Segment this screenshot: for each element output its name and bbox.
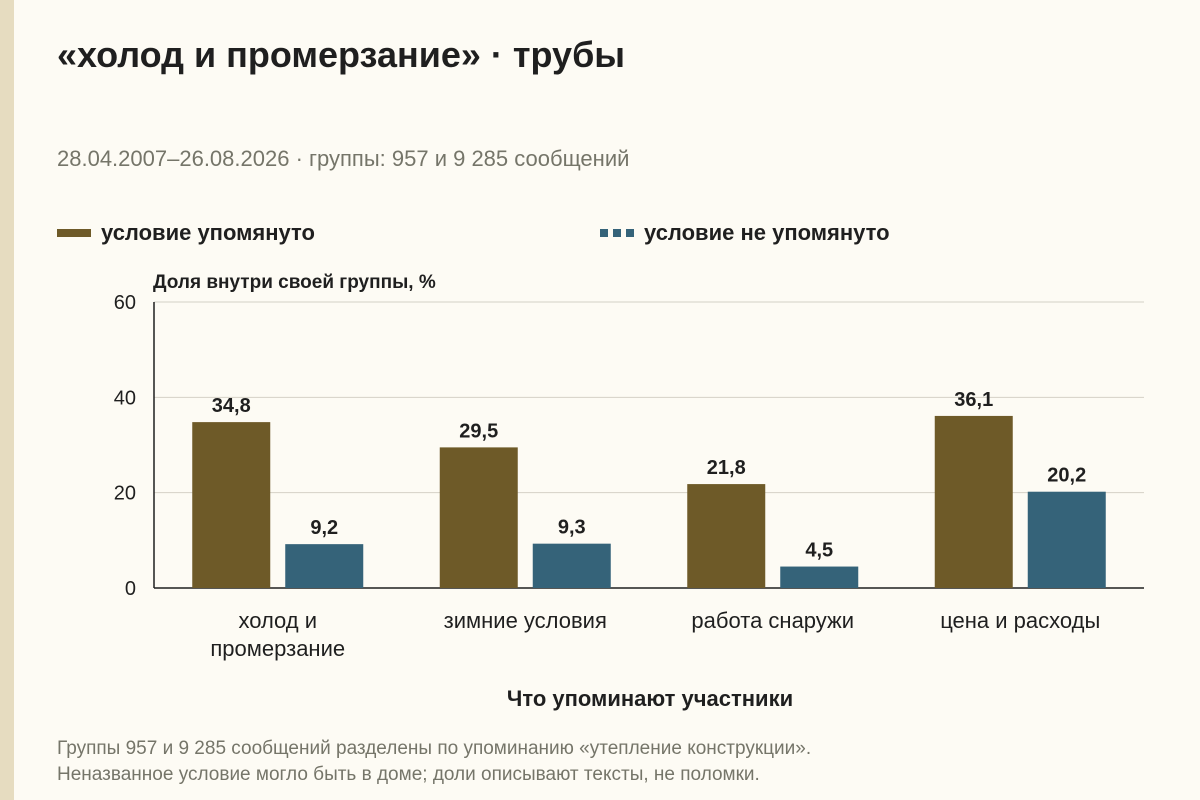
y-tick-label: 0 [125,578,136,600]
bar-not-mentioned [780,566,859,588]
data-label: 4,5 [805,540,833,562]
data-label: 21,8 [707,457,746,479]
data-label: 34,8 [212,395,251,417]
legend-item-mentioned: условие упомянуто [57,218,315,248]
footnote-line-1: Группы 957 и 9 285 сообщений разделены п… [57,738,812,759]
legend-label-mentioned: условие упомянуто [101,220,315,245]
legend-label-not-mentioned: условие не упомянуто [644,220,890,245]
data-label: 29,5 [459,420,498,442]
left-accent-stripe [0,0,14,800]
legend-swatch-not-mentioned [600,229,634,237]
chart-subtitle: 28.04.2007–26.08.2026 · группы: 957 и 9 … [57,146,630,171]
x-tick-label: промерзание [210,636,345,661]
bar-mentioned [934,415,1013,588]
bar-mentioned [687,484,766,588]
x-tick-label: холод и [238,608,317,633]
legend-swatch-mentioned [57,229,91,237]
footnote-line-2: Неназванное условие могло быть в доме; д… [57,764,760,785]
x-axis-title: Что упоминают участники [506,686,794,711]
x-tick-label: зимние условия [444,608,607,633]
chart-title: «холод и промерзание» · трубы [57,34,626,75]
bar-not-mentioned [285,544,364,588]
bar-mentioned [192,422,271,588]
data-label: 9,3 [558,517,586,539]
x-tick-label: цена и расходы [940,608,1100,633]
data-label: 20,2 [1047,465,1086,487]
legend-item-not-mentioned: условие не упомянуто [600,218,890,248]
y-tick-label: 40 [114,387,136,409]
data-label: 36,1 [954,389,993,411]
y-tick-label: 20 [114,483,136,505]
y-axis-label: Доля внутри своей группы, % [153,272,436,293]
bar-not-mentioned [532,543,611,588]
bar-not-mentioned [1027,491,1106,588]
x-tick-label: работа снаружи [691,608,854,633]
data-label: 9,2 [310,517,338,539]
y-tick-label: 60 [114,292,136,314]
bar-mentioned [439,447,518,588]
